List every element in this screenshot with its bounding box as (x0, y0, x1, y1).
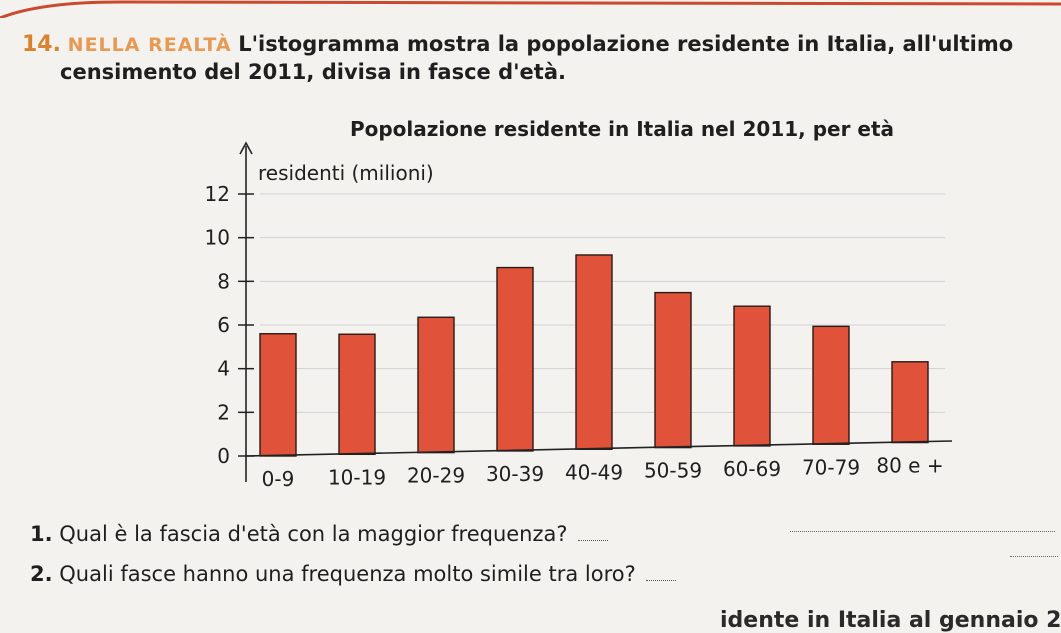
question-1-answer-dots[interactable] (578, 524, 609, 541)
exercise-tag: NELLA REALTÀ (67, 34, 232, 56)
y-tick-label: 6 (217, 313, 230, 337)
y-axis-arrow (239, 141, 253, 155)
bar-30-39 (496, 266, 534, 452)
question-2: 2. Quali fasce hanno una frequenza molto… (30, 562, 677, 586)
question-2-number: 2. (30, 562, 53, 586)
question-2-answer-line[interactable] (1010, 555, 1058, 557)
x-tick-label: 50-59 (644, 459, 702, 483)
bar-80eplus (891, 361, 929, 444)
y-tick-label: 4 (217, 357, 230, 381)
x-axis (245, 440, 953, 457)
y-tick-label: 10 (205, 226, 230, 250)
exercise-intro-line2: censimento del 2011, divisa in fasce d'e… (60, 60, 566, 84)
question-2-text: Quali fasce hanno una frequenza molto si… (59, 562, 636, 586)
footer-fragment: idente in Italia al gennaio 201 (720, 608, 1061, 633)
x-tick-label: 20-29 (407, 464, 465, 488)
x-tick-label: 60-69 (723, 457, 781, 481)
bar-0-9 (259, 333, 297, 457)
y-tick-label: 12 (205, 182, 230, 206)
x-tick-label: 70-79 (802, 455, 860, 479)
x-tick-label: 10-19 (328, 465, 386, 489)
question-1-number: 1. (30, 522, 53, 546)
x-tick-label: 0-9 (262, 467, 295, 491)
question-1-text: Qual è la fascia d'età con la maggior fr… (59, 522, 568, 546)
y-tick-label: 0 (217, 444, 230, 468)
exercise-number: 14. (22, 32, 61, 57)
question-1-answer-line[interactable] (790, 530, 1055, 532)
x-tick-label: 40-49 (565, 460, 623, 484)
top-rule (0, 0, 1061, 18)
bar-20-29 (417, 316, 455, 454)
y-axis-label: residenti (milioni) (258, 161, 434, 185)
bar-50-59 (654, 291, 692, 449)
bar-60-69 (733, 305, 771, 447)
bar-70-79 (812, 325, 850, 445)
x-tick-label: 30-39 (486, 462, 544, 486)
y-tick-label: 8 (217, 269, 230, 293)
question-1: 1. Qual è la fascia d'età con la maggior… (30, 522, 609, 546)
chart-title: Popolazione residente in Italia nel 2011… (350, 117, 894, 141)
question-2-answer-dots[interactable] (646, 564, 677, 581)
bar-10-19 (338, 333, 376, 456)
exercise-intro-line1: L'istogramma mostra la popolazione resid… (238, 32, 1014, 56)
exercise-header: 14. NELLA REALTÀ L'istogramma mostra la … (22, 28, 1042, 61)
y-tick-label: 2 (217, 400, 230, 424)
x-tick-label: 80 e + (876, 454, 943, 478)
bar-40-49 (575, 254, 613, 450)
